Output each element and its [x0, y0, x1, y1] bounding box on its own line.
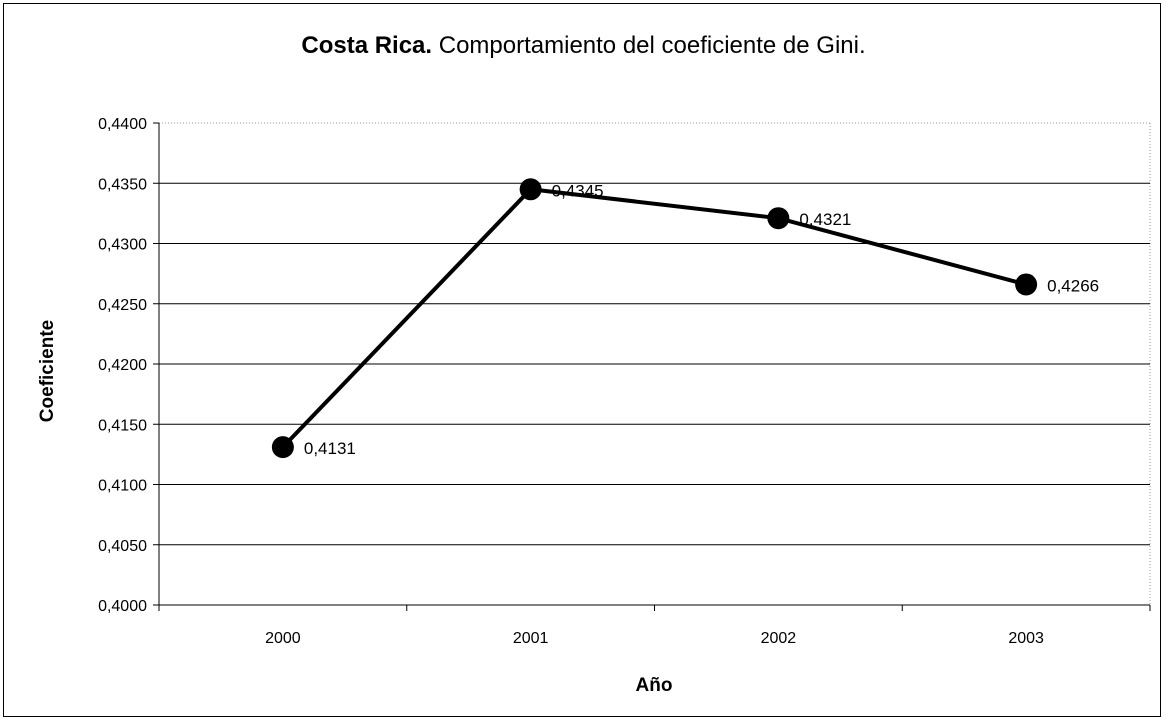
data-point: [519, 178, 542, 201]
chart-title-bold: Costa Rica.: [301, 32, 433, 59]
data-label: 0,4345: [552, 181, 604, 200]
x-tick-label: 2001: [513, 630, 549, 647]
x-tick-label: 2000: [265, 630, 301, 647]
y-tick-label: 0,4000: [98, 598, 147, 615]
data-point: [767, 207, 790, 230]
label-layer: 0,4131 0,4345 0,4321 0,4266: [304, 181, 1099, 458]
y-tick-label: 0,4050: [98, 538, 147, 555]
x-tick-label: 2002: [761, 630, 797, 647]
axis-layer: 0,4000 0,4050 0,4100 0,4150 0,4200 0,4250 0,43…: [98, 116, 1151, 647]
data-label: 0,4266: [1047, 276, 1099, 295]
y-tick-label: 0,4300: [98, 237, 147, 254]
series-line: [281, 187, 1027, 449]
series-layer: [271, 178, 1038, 459]
data-point: [1015, 273, 1038, 296]
x-tick-label: 2003: [1008, 630, 1044, 647]
y-tick-label: 0,4250: [98, 297, 147, 314]
y-axis-title: Coeficiente: [37, 320, 58, 422]
y-tick-label: 0,4100: [98, 478, 147, 495]
chart-title-rest: Comportamiento del coeficiente de Gini.: [432, 32, 866, 59]
grid-layer: [159, 122, 1151, 605]
data-label: 0,4131: [304, 439, 356, 458]
chart-title: Costa Rica. Comportamiento del coeficien…: [0, 32, 1167, 60]
y-tick-label: 0,4150: [98, 417, 147, 434]
y-tick-label: 0,4200: [98, 357, 147, 374]
y-tick-label: 0,4400: [98, 116, 147, 133]
chart-frame: [3, 3, 1161, 717]
x-axis-title: Año: [636, 675, 673, 696]
y-tick-label: 0,4350: [98, 176, 147, 193]
data-point: [271, 436, 294, 459]
data-label: 0,4321: [799, 210, 851, 229]
